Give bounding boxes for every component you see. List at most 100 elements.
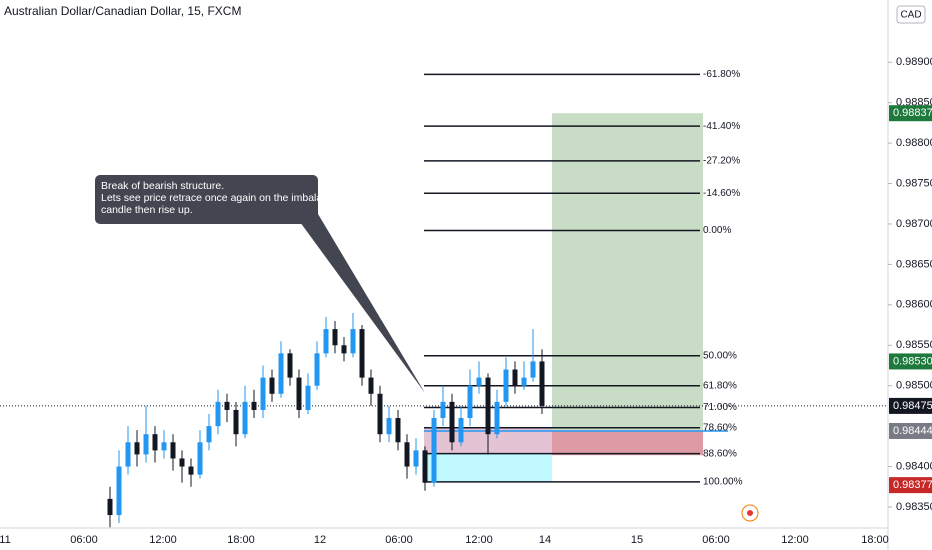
- imbalance-zone: [424, 453, 552, 482]
- candle-body: [107, 498, 113, 516]
- callout-pointer: [300, 214, 425, 393]
- candle-body: [377, 393, 383, 435]
- target-zone: [552, 113, 703, 431]
- x-tick-label: 12:00: [465, 534, 493, 546]
- candle-body: [251, 401, 257, 410]
- callout-box: [95, 175, 318, 224]
- y-tick-label: 0.98650: [896, 258, 932, 270]
- y-tick-label: 0.98400: [896, 460, 932, 472]
- y-tick-label: 0.98700: [896, 218, 932, 230]
- x-tick-label: 12:00: [149, 534, 177, 546]
- y-tick-label: 0.98600: [896, 299, 932, 311]
- candle-body: [305, 385, 311, 410]
- candle-body: [197, 442, 203, 475]
- candle-body: [359, 329, 365, 378]
- candle-body: [260, 377, 266, 410]
- y-tick-label: 0.98550: [896, 339, 932, 351]
- fib-label: 0.00%: [703, 225, 731, 236]
- candle-body: [125, 442, 131, 467]
- candle-body: [206, 426, 212, 443]
- candle-body: [449, 401, 455, 443]
- y-tick-label: 0.98750: [896, 177, 932, 189]
- callout-text: candle then rise up.: [101, 204, 193, 216]
- candle-body: [350, 329, 356, 354]
- price-tag-label: 0.98837: [893, 107, 932, 119]
- candle-body: [314, 353, 320, 386]
- x-tick-label: 06:00: [702, 534, 730, 546]
- candle-body: [368, 377, 374, 394]
- price-tag: [889, 353, 932, 370]
- fib-label: 50.00%: [703, 350, 737, 361]
- x-tick-label: 11: [0, 534, 11, 546]
- candle-body: [152, 434, 158, 451]
- candle-body: [332, 329, 338, 346]
- candle-body: [269, 377, 275, 394]
- candle-body: [116, 466, 122, 516]
- fib-label: -14.60%: [703, 188, 740, 199]
- candle-body: [170, 442, 176, 459]
- candle-body: [422, 450, 428, 483]
- fib-label: 61.80%: [703, 380, 737, 391]
- candle-body: [503, 369, 509, 402]
- candle-body: [233, 409, 239, 435]
- event-icon-dot: [747, 510, 753, 516]
- fib-label: 71.00%: [703, 402, 737, 413]
- price-tag-label: 0.98530: [893, 355, 932, 367]
- fib-label: -27.20%: [703, 156, 740, 167]
- fib-label: -41.40%: [703, 121, 740, 132]
- candle-body: [512, 369, 518, 386]
- candle-body: [287, 353, 293, 378]
- price-tag: [889, 422, 932, 439]
- candle-body: [215, 401, 221, 427]
- x-tick-label: 12:00: [781, 534, 809, 546]
- symbol-title: Australian Dollar/Canadian Dollar, 15, F…: [4, 4, 241, 18]
- candle-body: [341, 345, 347, 354]
- candle-body: [467, 385, 473, 419]
- candle-body: [521, 377, 527, 386]
- candle-body: [395, 418, 401, 443]
- price-tag-label: 0.98377: [893, 479, 932, 491]
- fib-label: 78.60%: [703, 422, 737, 433]
- candle-body: [530, 361, 536, 378]
- candle-body: [404, 442, 410, 467]
- plot: 0.989000.988500.988000.987500.987000.986…: [0, 56, 932, 546]
- candle-body: [143, 434, 149, 455]
- candle-body: [476, 377, 482, 386]
- candle-body: [224, 401, 230, 410]
- y-tick-label: 0.98500: [896, 380, 932, 392]
- candle-body: [458, 418, 464, 443]
- candle-body: [485, 377, 491, 435]
- candle-body: [278, 353, 284, 394]
- currency-label: CAD: [900, 10, 921, 21]
- x-tick-label: 06:00: [70, 534, 98, 546]
- currency-box[interactable]: [896, 5, 926, 24]
- x-tick-label: 18:00: [861, 534, 889, 546]
- y-tick-label: 0.98900: [896, 56, 932, 68]
- price-tag-label: 0.98475: [893, 400, 932, 412]
- candle-body: [323, 329, 329, 354]
- candle-body: [494, 401, 500, 435]
- fib-label: -61.80%: [703, 69, 740, 80]
- price-tag-label: 0.98444: [893, 425, 932, 437]
- y-tick-label: 0.98350: [896, 501, 932, 513]
- candle-body: [161, 442, 167, 451]
- callout-text: Break of bearish structure.: [101, 180, 224, 192]
- price-tag: [889, 105, 932, 122]
- candle-body: [431, 418, 437, 483]
- candle-body: [179, 458, 185, 467]
- candle-body: [539, 361, 545, 406]
- x-tick-label: 18:00: [227, 534, 255, 546]
- candle-body: [413, 450, 419, 467]
- price-tag: [889, 477, 932, 494]
- stop-zone: [552, 430, 703, 456]
- callout-text: Lets see price retrace once again on the…: [101, 192, 339, 204]
- price-tag: [889, 397, 932, 414]
- candle-body: [242, 401, 248, 435]
- fib-label: 88.60%: [703, 448, 737, 459]
- x-tick-label: 15: [631, 534, 643, 546]
- y-tick-label: 0.98800: [896, 137, 932, 149]
- candle-body: [296, 377, 302, 410]
- x-tick-label: 06:00: [385, 534, 413, 546]
- candle-body: [188, 466, 194, 475]
